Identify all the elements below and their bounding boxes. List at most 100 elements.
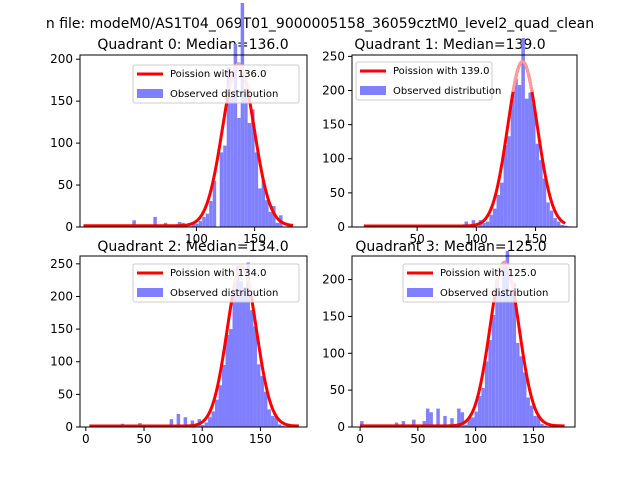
quadrant-3-histogram-bar xyxy=(512,283,517,427)
quadrant-1-histogram-bar xyxy=(514,78,518,227)
quadrant-1-histogram-bar xyxy=(507,136,511,227)
quadrant-2-histogram-bar xyxy=(218,385,223,427)
quadrant-2-ytick-label: 200 xyxy=(50,289,73,303)
quadrant-2-histogram-bar xyxy=(235,265,240,427)
quadrant-1-legend-hist-swatch xyxy=(360,86,386,95)
quadrant-0-xtick-label: 150 xyxy=(243,232,266,246)
quadrant-3-histogram-bar xyxy=(502,261,506,427)
quadrant-1-histogram xyxy=(464,37,572,228)
quadrant-1-axes-frame xyxy=(351,54,578,228)
quadrant-2-xtick-label: 150 xyxy=(249,432,272,446)
quadrant-2-histogram-bar xyxy=(270,415,275,427)
quadrant-0-ytick-label: 0 xyxy=(65,220,73,234)
quadrant-1-legend-hist-label: Observed distribution xyxy=(393,86,501,97)
quadrant-1-histogram-bar xyxy=(521,37,525,227)
quadrant-3-histogram-bar xyxy=(536,415,541,427)
quadrant-2-histogram-bar xyxy=(211,411,216,427)
quadrant-3-panel: Quadrant 3: Median=125.0 0 50 100 150 0 50 100… xyxy=(322,239,576,446)
quadrant-3-histogram-bar xyxy=(471,417,475,427)
quadrant-3-histogram-bar xyxy=(464,424,468,427)
quadrant-0-histogram-bar xyxy=(261,180,266,227)
quadrant-2-ytick-label: 150 xyxy=(50,322,73,336)
quadrant-3-histogram-bar xyxy=(422,421,426,427)
quadrant-0-panel: Quadrant 0: Median=136.0 100 150 0 50 100 150… xyxy=(50,2,308,246)
figure-suptitle: n file: modeM0/AS1T04_069T01_9000005158_… xyxy=(46,16,594,32)
quadrant-3-histogram-bar xyxy=(495,279,499,427)
quadrant-0-legend: Poission with 136.0 Observed distributio… xyxy=(132,64,300,104)
quadrant-0-histogram-bar xyxy=(258,188,262,227)
quadrant-2-xtick-label: 100 xyxy=(191,432,214,446)
quadrant-2-panel: Quadrant 2: Median=134.0 0 50 100 150 0 50 100… xyxy=(50,239,308,446)
quadrant-1-panel: Quadrant 1: Median=139.0 50 100 150 0 50 100 1… xyxy=(322,37,578,246)
quadrant-3-ytick-label: 0 xyxy=(337,420,345,434)
quadrant-1-histogram-bar xyxy=(532,103,536,227)
quadrant-0-histogram-bar xyxy=(247,122,252,227)
quadrant-3-histogram-bar xyxy=(436,408,440,427)
quadrant-3-legend-hist-swatch xyxy=(407,288,433,297)
quadrant-2-histogram-bar xyxy=(239,281,243,427)
quadrant-3-legend-fit-label: Poission with 125.0 xyxy=(440,268,536,279)
quadrant-3-legend-box xyxy=(402,263,570,303)
quadrant-1-histogram-bar xyxy=(503,145,508,227)
quadrant-2-legend-box xyxy=(132,263,300,303)
quadrant-2-ytick-label: 50 xyxy=(58,387,73,401)
quadrant-2-xtick-label: 50 xyxy=(136,432,151,446)
quadrant-1-histogram-bar xyxy=(546,202,550,227)
quadrant-3-histogram-bar xyxy=(509,293,513,427)
quadrant-3-histogram-bar xyxy=(467,418,472,427)
quadrant-3-histogram-bar xyxy=(401,421,406,427)
quadrant-2-histogram-bar xyxy=(190,420,195,427)
quadrant-3-histogram-bar xyxy=(450,418,454,427)
quadrant-0-histogram-bar xyxy=(237,117,241,227)
quadrant-3-histogram-bar xyxy=(533,415,537,427)
quadrant-1-histogram-bar xyxy=(482,222,486,227)
quadrant-2-histogram-bar xyxy=(253,326,257,427)
quadrant-3-legend: Poission with 125.0 Observed distributio… xyxy=(402,263,570,303)
quadrant-0-histogram-bar xyxy=(202,216,206,227)
quadrant-3-histogram-bar xyxy=(540,424,544,427)
quadrant-3-histogram-bar xyxy=(498,292,503,427)
quadrant-1-ytick-label: 100 xyxy=(322,152,345,166)
quadrant-2-histogram-bar xyxy=(246,262,250,427)
quadrant-0-histogram-bar xyxy=(240,2,245,228)
quadrant-1-histogram-bar xyxy=(539,160,543,227)
quadrant-1-ytick-label: 50 xyxy=(330,186,345,200)
quadrant-0-histogram-bar xyxy=(209,200,213,227)
quadrant-0-legend-fit-label: Poission with 136.0 xyxy=(170,69,266,80)
quadrant-2-histogram-bar xyxy=(242,287,247,427)
quadrant-3-histogram-bar xyxy=(491,314,496,427)
quadrant-1-xtick-label: 50 xyxy=(409,232,424,246)
quadrant-0-histogram-bar xyxy=(268,211,273,227)
quadrant-2-legend-hist-swatch xyxy=(137,288,163,297)
quadrant-2-histogram-bar xyxy=(225,334,230,427)
quadrant-3-histogram-bar xyxy=(429,412,433,427)
quadrant-1-histogram-bar xyxy=(556,221,561,227)
quadrant-2-histogram xyxy=(120,262,289,427)
quadrant-2-axes-frame xyxy=(79,255,308,428)
quadrant-2-histogram-bar xyxy=(201,425,205,427)
quadrant-1-histogram-bar xyxy=(528,92,532,228)
quadrant-2-histogram-bar xyxy=(176,413,181,427)
quadrant-3-histogram-bar xyxy=(443,415,447,427)
quadrant-3-axes-frame xyxy=(351,255,576,428)
quadrant-1-ticks: 50 100 150 0 50 100 150 200 250 xyxy=(322,49,547,246)
quadrant-0-histogram-bar xyxy=(132,220,136,227)
quadrant-0-histogram-bar xyxy=(226,66,231,227)
quadrant-0-histogram-bar xyxy=(244,91,248,227)
quadrant-0-axes-frame xyxy=(79,54,308,228)
quadrant-3-histogram-bar xyxy=(425,408,430,427)
quadrant-0-histogram-bar xyxy=(205,213,210,227)
quadrant-2-histogram-bar xyxy=(256,364,261,427)
quadrant-1-legend-box xyxy=(355,61,493,101)
quadrant-2-histogram-bar xyxy=(263,391,268,427)
quadrant-0-histogram-bar xyxy=(191,223,196,227)
quadrant-0-histogram-bar xyxy=(265,200,269,227)
quadrant-1-histogram-bar xyxy=(464,221,469,227)
quadrant-3-histogram-bar xyxy=(488,340,492,427)
quadrant-3-xtick-label: 50 xyxy=(410,432,425,446)
quadrant-3-xtick-label: 150 xyxy=(522,432,545,446)
quadrant-0-ytick-label: 100 xyxy=(50,136,73,150)
quadrant-0-histogram-bar xyxy=(212,180,217,227)
quadrant-3-legend-hist-label: Observed distribution xyxy=(440,288,548,299)
quadrant-3-histogram-bar xyxy=(526,397,530,427)
